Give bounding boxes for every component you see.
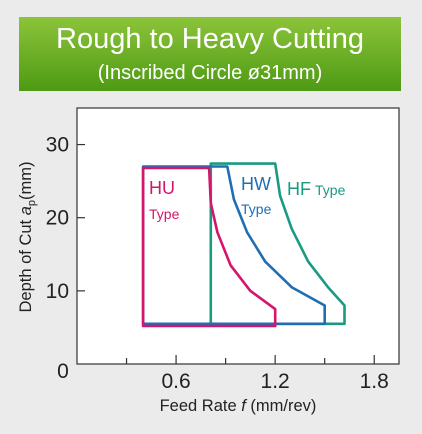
x-axis-label: Feed Rate f (mm/rev) [160, 397, 317, 415]
hf-type-label: HF Type [287, 179, 346, 199]
x-tick-label-2: 1.8 [360, 370, 389, 393]
y-tick-label-2: 30 [46, 134, 69, 157]
x-tick-label-0: 0.6 [161, 370, 190, 393]
hu-type-label: HU [149, 178, 175, 198]
hw-type-label: HW [241, 174, 271, 194]
y-tick-label-0: 10 [46, 280, 69, 303]
hw-type-sublabel: Type [241, 201, 272, 217]
hu-type-region [141, 166, 277, 328]
origin-label: 0 [57, 360, 69, 383]
legend-labels: HU Type HW Type HF Type [149, 174, 346, 222]
chart-title: Rough to Heavy Cutting [56, 23, 364, 55]
chart-subtitle: (Inscribed Circle ø31mm) [97, 62, 323, 84]
axis-ticks [77, 143, 375, 364]
tick-labels: 0.6 1.2 1.8 10 20 30 [46, 134, 389, 393]
title-banner: Rough to Heavy Cutting (Inscribed Circle… [19, 17, 401, 91]
series-group [141, 162, 346, 328]
x-tick-label-1: 1.2 [261, 370, 290, 393]
y-axis-label: Depth of Cut ap(mm) [17, 161, 38, 312]
hu-type-sublabel: Type [149, 206, 180, 222]
hf-type-region [209, 162, 346, 326]
hw-type-region [141, 165, 327, 326]
y-tick-label-1: 20 [46, 207, 69, 230]
